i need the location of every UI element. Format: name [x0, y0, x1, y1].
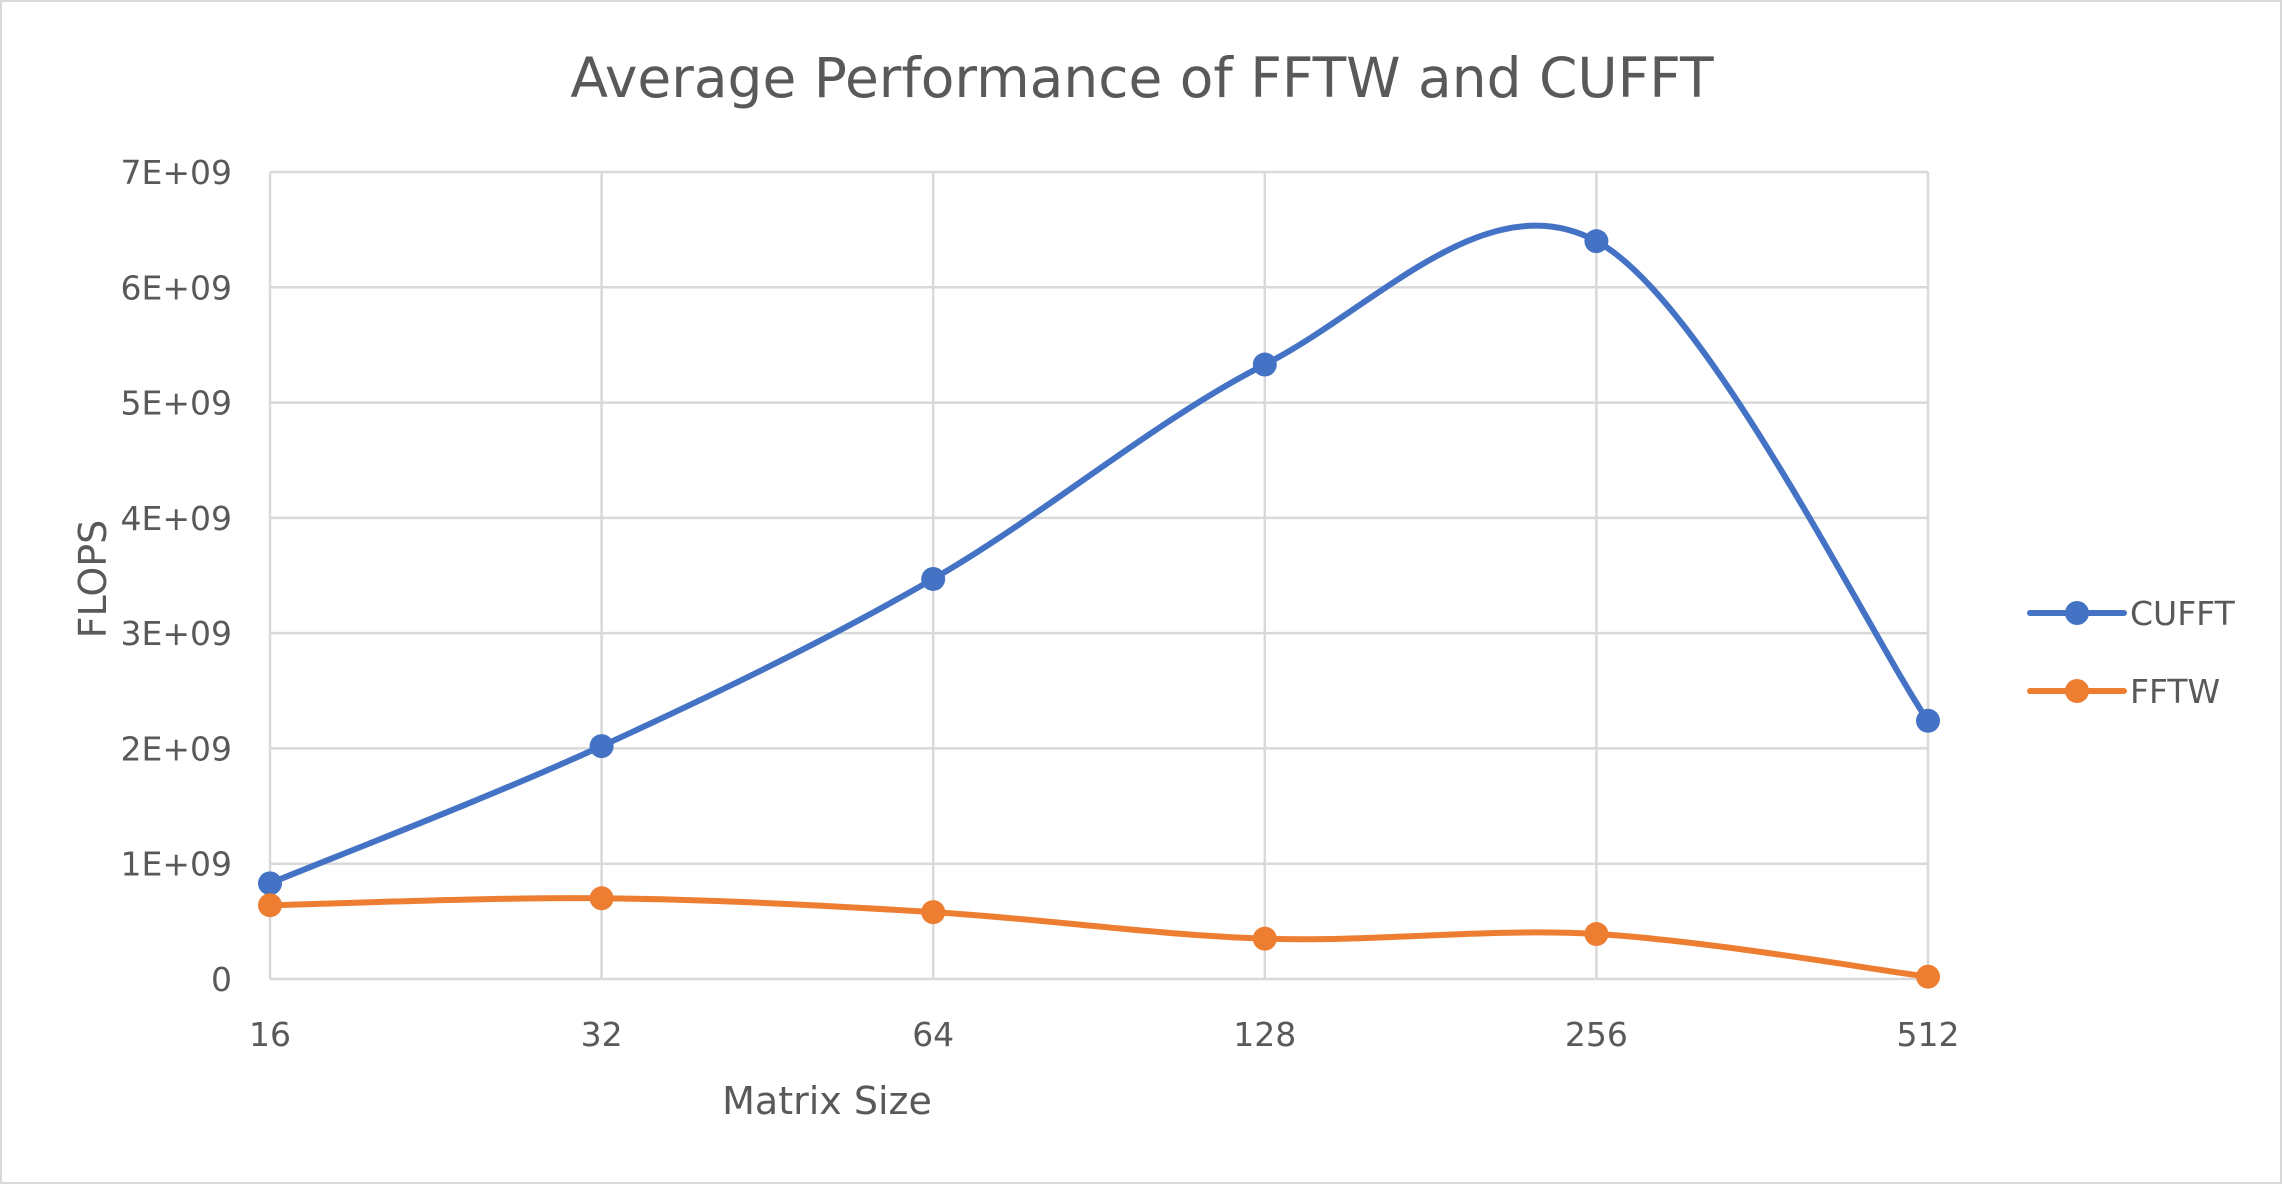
- data-point-fftw-16: [258, 893, 282, 918]
- y-tick-label: 4E+09: [121, 499, 233, 538]
- x-tick-label: 512: [1897, 1015, 1960, 1054]
- legend-label-fftw: FFTW: [2130, 672, 2220, 711]
- y-tick-label: 7E+09: [121, 153, 233, 192]
- x-tick-label: 16: [249, 1015, 291, 1054]
- data-point-cufft-512: [1916, 708, 1940, 733]
- y-axis-title: FLOPS: [71, 520, 115, 639]
- x-tick-label: 32: [581, 1015, 623, 1054]
- chart-title: Average Performance of FFTW and CUFFT: [570, 46, 1714, 110]
- series-line-cufft: [267, 222, 1931, 887]
- legend-swatch-marker-cufft: [2065, 601, 2089, 625]
- x-axis-title: Matrix Size: [722, 1079, 932, 1123]
- y-axis-tick-labels: 0 1E+09 2E+09 3E+09 4E+09 5E+09 6E+09 7E+09: [121, 153, 233, 999]
- data-point-cufft-32: [589, 734, 614, 759]
- x-tick-label: 64: [912, 1015, 954, 1054]
- y-tick-label: 2E+09: [121, 729, 233, 768]
- series-points: [258, 229, 1940, 989]
- data-point-fftw-64: [921, 900, 946, 925]
- series-line-fftw: [267, 895, 1931, 980]
- data-point-fftw-256: [1584, 922, 1609, 947]
- y-tick-label: 0: [211, 960, 232, 999]
- y-tick-label: 5E+09: [121, 384, 233, 423]
- horizontal-gridlines: [270, 170, 1928, 981]
- y-tick-label: 1E+09: [121, 845, 233, 884]
- series-lines: [267, 222, 1931, 980]
- y-tick-label: 6E+09: [121, 268, 233, 307]
- vertical-gridlines: [268, 172, 1930, 979]
- legend-label-cufft: CUFFT: [2130, 594, 2236, 633]
- data-point-cufft-16: [258, 871, 282, 896]
- data-point-fftw-128: [1252, 926, 1277, 951]
- legend-swatch-marker-fftw: [2065, 679, 2089, 703]
- x-tick-label: 128: [1233, 1015, 1296, 1054]
- x-tick-label: 256: [1565, 1015, 1628, 1054]
- data-point-cufft-256: [1584, 229, 1609, 254]
- x-axis-tick-labels: 16 32 64 128 256 512: [249, 1015, 1960, 1054]
- data-point-cufft-64: [921, 566, 946, 591]
- data-point-fftw-512: [1916, 964, 1940, 989]
- data-point-fftw-32: [589, 886, 614, 911]
- y-tick-label: 3E+09: [121, 614, 233, 653]
- legend: CUFFT FFTW: [2027, 594, 2236, 711]
- data-point-cufft-128: [1252, 352, 1277, 377]
